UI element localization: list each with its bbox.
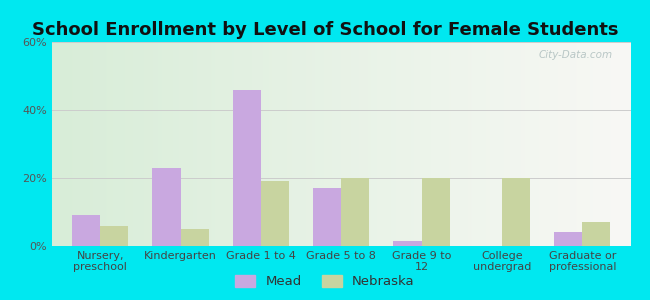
Bar	[313, 188, 341, 246]
Legend: Mead, Nebraska: Mead, Nebraska	[230, 269, 420, 293]
Bar	[422, 178, 450, 246]
Bar	[554, 232, 582, 246]
Bar	[261, 182, 289, 246]
Text: School Enrollment by Level of School for Female Students: School Enrollment by Level of School for…	[32, 21, 618, 39]
Bar	[502, 178, 530, 246]
Bar	[153, 168, 181, 246]
Bar	[393, 241, 422, 246]
Bar	[100, 226, 128, 246]
Bar	[181, 229, 209, 246]
Bar	[582, 222, 610, 246]
Bar	[233, 90, 261, 246]
Bar	[341, 178, 369, 246]
Text: City-Data.com: City-Data.com	[539, 50, 613, 60]
Bar	[72, 215, 100, 246]
